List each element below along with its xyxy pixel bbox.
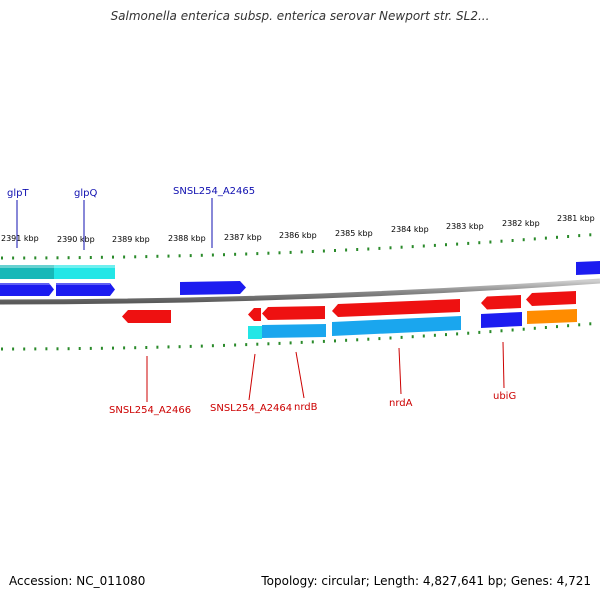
nrdB-label[interactable]: nrdB xyxy=(294,402,318,413)
tick-label: 2384 kbp xyxy=(391,225,429,234)
glpT-cds[interactable] xyxy=(0,265,54,279)
a2464-leader xyxy=(248,353,256,401)
glpT-label[interactable]: glpT xyxy=(7,188,29,199)
nrdA-leader xyxy=(398,347,402,395)
tick-label: 2391 kbp xyxy=(1,234,39,243)
cds-highlight xyxy=(0,265,115,268)
tick-label: 2385 kbp xyxy=(335,229,373,238)
ubiG-label[interactable]: ubiG xyxy=(493,391,516,402)
tick-label: 2388 kbp xyxy=(168,234,206,243)
tick-label: 2382 kbp xyxy=(502,219,540,228)
forward-cds-row xyxy=(0,265,115,279)
reverse-gene-right[interactable] xyxy=(526,291,576,306)
tick-label: 2383 kbp xyxy=(446,222,484,231)
right-edge-gene[interactable] xyxy=(576,261,600,275)
map-title: Salmonella enterica subsp. enterica sero… xyxy=(110,9,490,23)
reverse-cds-row xyxy=(248,309,577,339)
a2466-gene[interactable] xyxy=(122,310,171,323)
nrdB-cds[interactable] xyxy=(262,324,326,338)
a2465-label[interactable]: SNSL254_A2465 xyxy=(173,186,255,197)
tick-label: 2390 kbp xyxy=(57,235,95,244)
reverse-gene-row xyxy=(122,291,576,323)
a2466-label[interactable]: SNSL254_A2466 xyxy=(109,405,191,416)
upper-scale xyxy=(1,233,592,260)
tick-label: 2381 kbp xyxy=(557,214,595,223)
gene-highlight xyxy=(0,283,110,285)
tick-label: 2389 kbp xyxy=(112,235,150,244)
nrdB-leader xyxy=(295,351,305,399)
glpQ-label[interactable]: glpQ xyxy=(74,188,97,199)
nrdA-label[interactable]: nrdA xyxy=(389,398,413,409)
rna-gene[interactable] xyxy=(527,309,577,324)
a2464-label[interactable]: SNSL254_A2464 xyxy=(210,403,292,414)
genome-backbone xyxy=(0,278,600,305)
nrdA-cds[interactable] xyxy=(332,316,461,336)
lower-scale xyxy=(1,322,592,351)
nrdA-gene[interactable] xyxy=(332,299,460,317)
ubiG-leader xyxy=(502,341,505,389)
nrdB-gene[interactable] xyxy=(262,306,325,320)
topology-summary: Topology: circular; Length: 4,827,641 bp… xyxy=(261,574,591,588)
a2465-gene[interactable] xyxy=(180,281,246,295)
ubiG-gene[interactable] xyxy=(481,295,521,310)
a2464-gene[interactable] xyxy=(248,308,261,321)
tick-label: 2387 kbp xyxy=(224,233,262,242)
glpQ-gene[interactable] xyxy=(56,283,115,296)
glpT-gene[interactable] xyxy=(0,283,54,296)
ubiG-small-gene[interactable] xyxy=(481,312,522,328)
forward-gene-row xyxy=(0,261,600,296)
a2464-cds[interactable] xyxy=(248,326,262,339)
accession-text: Accession: NC_011080 xyxy=(9,574,146,588)
glpQ-cds[interactable] xyxy=(54,265,115,279)
tick-label: 2386 kbp xyxy=(279,231,317,240)
